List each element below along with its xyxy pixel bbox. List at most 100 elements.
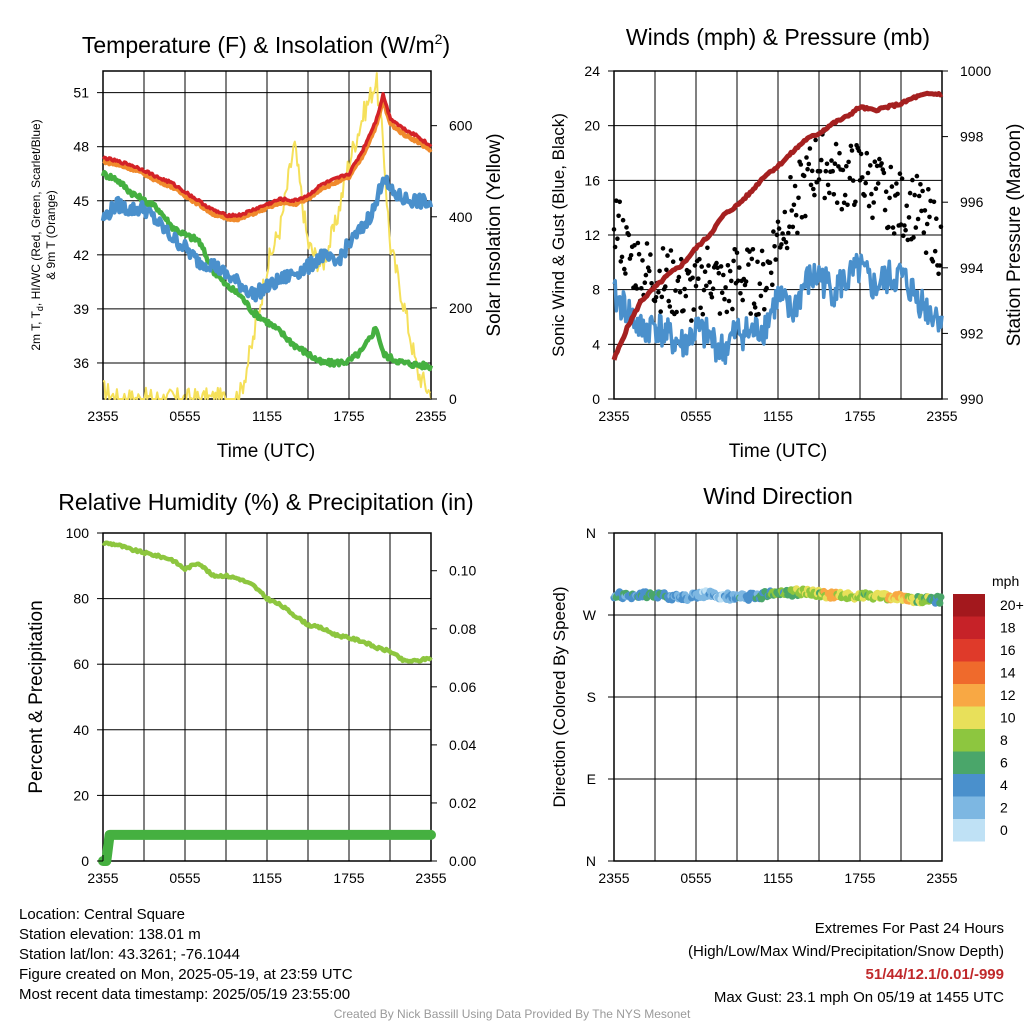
gust-point [870, 215, 875, 221]
direction-grid [614, 533, 942, 861]
gust-point [789, 208, 794, 213]
gust-point [865, 170, 871, 176]
gust-point [868, 163, 873, 168]
x-tick-label: 2355 [87, 870, 118, 886]
gust-point [636, 251, 642, 257]
gust-point [847, 175, 853, 181]
gust-point [913, 225, 919, 230]
series-sonic-wind [612, 252, 944, 366]
humidity-title: Relative Humidity (%) & Precipitation (i… [58, 489, 473, 515]
legend-swatch [953, 729, 985, 752]
gust-point [640, 258, 645, 263]
wind-title: Winds (mph) & Pressure (mb) [626, 24, 930, 50]
gust-point [618, 259, 624, 264]
y-tick-label: 20 [73, 787, 89, 803]
gust-point [813, 137, 818, 143]
gust-point [727, 268, 733, 274]
gust-point [707, 279, 712, 285]
x-tick-label: 0555 [169, 870, 200, 886]
gust-point [723, 285, 728, 290]
gust-point [825, 182, 831, 188]
gust-point [659, 294, 665, 300]
gust-point [805, 166, 810, 172]
gust-point [922, 208, 928, 213]
y2-tick-label: 994 [960, 260, 984, 276]
gust-point [692, 263, 698, 268]
gust-point [807, 146, 813, 151]
gust-point [864, 150, 870, 156]
gust-point [699, 264, 704, 269]
gust-point [780, 231, 785, 236]
gust-point [624, 225, 629, 230]
gust-point [903, 227, 908, 233]
gust-point [938, 224, 944, 230]
y2-tick-label: 0.04 [449, 737, 476, 753]
gust-point [809, 168, 815, 174]
gust-point [670, 259, 676, 265]
gust-point [762, 307, 767, 312]
gust-point [774, 232, 780, 238]
x-tick-label: 2355 [926, 870, 957, 886]
gust-point [899, 176, 905, 181]
wind-ticks: 2355 0555 1155 1755 235504812162024990992994… [584, 63, 991, 424]
gust-point [837, 150, 842, 156]
gust-point [660, 246, 666, 251]
gust-point [748, 311, 753, 316]
gust-point [647, 268, 652, 274]
gust-point [830, 168, 835, 174]
gust-point [848, 143, 854, 149]
gust-point [648, 252, 653, 257]
gust-point [756, 311, 761, 317]
gust-point [760, 261, 766, 267]
wind-panel: Winds (mph) & Pressure (mb) 2355 0555 1155… [549, 24, 1024, 462]
gust-point [697, 256, 702, 262]
gust-point [871, 200, 876, 205]
humidity-ylabel: Percent & Precipitation [26, 600, 47, 793]
gust-point [732, 247, 737, 252]
direction-ylabel: Direction (Colored By Speed) [550, 586, 569, 807]
gust-point [936, 271, 941, 277]
legend-swatch [953, 684, 985, 707]
gust-point [749, 256, 755, 262]
gust-point [700, 311, 706, 317]
gust-point [676, 274, 682, 280]
y-tick-label: 48 [73, 139, 89, 155]
gust-point [767, 260, 773, 265]
temperature-title: Temperature (F) & Insolation (W/m2) [82, 31, 450, 58]
gust-point [653, 295, 659, 300]
gust-point [742, 282, 748, 288]
gust-point [718, 264, 724, 269]
recent-timestamp: Most recent data timestamp: 2025/05/19 2… [19, 986, 351, 1003]
gust-point [911, 235, 916, 240]
legend-label: 6 [1000, 755, 1008, 771]
gust-point [931, 199, 937, 205]
gust-point [932, 248, 938, 254]
gust-point [628, 253, 634, 258]
figure-created: Figure created on Mon, 2025-05-19, at 23… [19, 966, 353, 983]
gust-point [882, 207, 888, 213]
gust-point [725, 263, 731, 268]
y2-tick-label: 998 [960, 129, 984, 145]
gust-point [724, 309, 730, 315]
y-tick-label: 45 [73, 193, 89, 209]
y-tick-label: 100 [66, 525, 90, 541]
gust-point [719, 290, 725, 296]
gust-point [674, 309, 679, 315]
direction-tick-label: N [586, 853, 596, 869]
y-tick-label: 42 [73, 247, 89, 263]
gust-point [923, 250, 929, 255]
x-tick-label: 0555 [169, 408, 200, 424]
direction-point [937, 593, 945, 601]
gust-point [816, 177, 822, 182]
legend-label: 12 [1000, 687, 1016, 703]
y2-tick-label: 400 [449, 209, 473, 225]
credit-line: Created By Nick Bassill Using Data Provi… [333, 1007, 691, 1021]
gust-point [682, 286, 687, 292]
direction-tick-label: N [586, 525, 596, 541]
gust-point [822, 195, 827, 201]
y-tick-label: 12 [584, 227, 600, 243]
direction-series [610, 585, 945, 607]
gust-point [841, 200, 847, 206]
